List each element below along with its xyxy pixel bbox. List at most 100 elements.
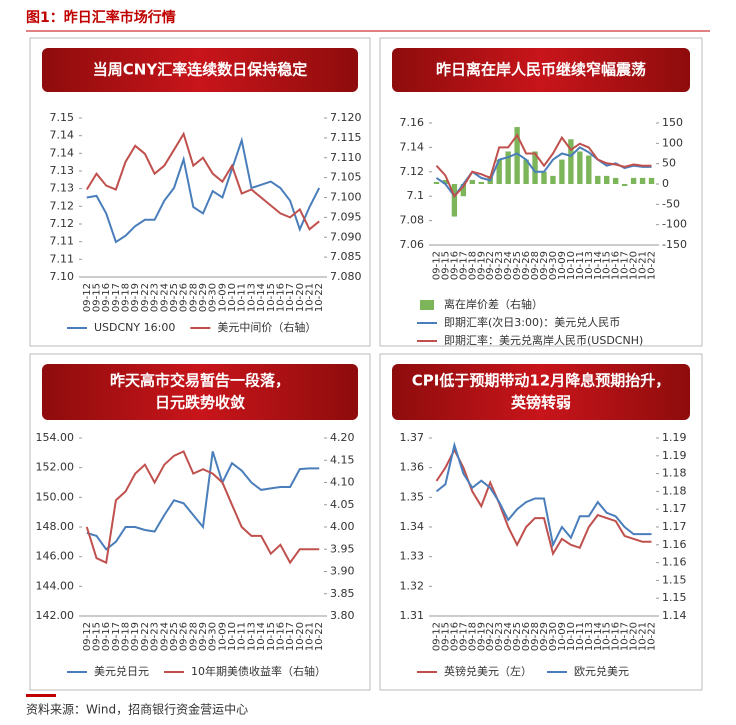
- x-tick-label: 10-13: [246, 622, 257, 651]
- x-tick-label: 10-10: [566, 251, 577, 280]
- legend-label: 即期汇率(次日3:00)：美元兑人民币: [444, 315, 620, 329]
- line: [435, 447, 652, 557]
- bar: [648, 177, 655, 184]
- x-tick-label: 09-22: [140, 622, 151, 651]
- x-tick-label: 09-25: [169, 283, 180, 312]
- x-tick-label: 09-22: [140, 283, 151, 312]
- bar: [550, 175, 556, 184]
- line: [85, 131, 320, 231]
- x-tick-label: 10-17: [620, 622, 631, 651]
- legend-label: 离在岸价差（右轴）: [444, 297, 543, 311]
- x-tick-label: 10-11: [575, 251, 586, 280]
- x-tick-label: 09-15: [92, 283, 103, 312]
- y2-tick-label: 7.085: [330, 250, 362, 263]
- x-tick-label: 10-17: [285, 622, 296, 651]
- y2-tick-label: 1.19: [662, 449, 687, 462]
- bar: [630, 177, 637, 184]
- y-tick-label: 7.16: [400, 116, 425, 129]
- legend-label: 美元兑日元: [94, 664, 149, 678]
- x-tick-label: 09-28: [188, 283, 199, 312]
- x-tick-label: 10-09: [217, 283, 228, 312]
- x-tick-label: 10-09: [557, 251, 568, 280]
- y2-tick-label: 1.16: [662, 538, 687, 551]
- y2-tick-label: -100: [662, 218, 687, 231]
- y2-tick-label: 100: [662, 136, 683, 149]
- y2-tick-label: 3.80: [330, 609, 355, 622]
- x-tick-label: 10-11: [237, 622, 248, 651]
- y-tick-label: 7.12: [50, 199, 75, 212]
- bar: [460, 184, 467, 197]
- x-tick-label: 09-12: [82, 283, 93, 312]
- y2-tick-label: 1.17: [662, 520, 687, 533]
- bar: [577, 151, 583, 184]
- bar: [532, 151, 538, 184]
- x-tick-label: 10-11: [237, 283, 248, 312]
- banner: [42, 48, 358, 92]
- x-tick-label: 10-15: [602, 251, 613, 280]
- x-tick-label: 10-15: [266, 283, 277, 312]
- y2-tick-label: 4.10: [330, 476, 355, 489]
- x-tick-label: 09-25: [512, 622, 523, 651]
- x-tick-label: 09-26: [179, 283, 190, 312]
- y-tick-label: 142.00: [36, 609, 75, 622]
- x-tick-label: 09-25: [169, 622, 180, 651]
- x-tick-label: 10-10: [566, 622, 577, 651]
- x-tick-label: 10-16: [275, 622, 286, 651]
- chart-title: 当周CNY汇率连续数日保持稳定: [93, 61, 307, 79]
- line: [86, 136, 321, 244]
- x-tick-label: 09-30: [208, 622, 219, 651]
- line: [435, 133, 652, 199]
- x-tick-label: 09-18: [121, 283, 132, 312]
- bar: [478, 181, 484, 184]
- x-tick-label: 10-17: [620, 251, 631, 280]
- y-tick-label: 7.12: [50, 217, 75, 230]
- y2-tick-label: 0: [662, 177, 669, 190]
- bar: [523, 159, 529, 184]
- y-tick-label: 150.00: [36, 490, 75, 503]
- x-tick-label: 10-10: [227, 622, 238, 651]
- y2-tick-label: 7.120: [330, 111, 362, 124]
- y2-tick-label: -150: [662, 238, 687, 251]
- y2-tick-label: 1.19: [662, 431, 687, 444]
- x-tick-label: 09-23: [494, 622, 505, 651]
- x-tick-label: 09-29: [198, 283, 209, 312]
- y-tick-label: 1.37: [400, 431, 425, 444]
- y2-tick-label: 150: [662, 116, 683, 129]
- x-tick-label: 09-24: [159, 622, 170, 651]
- x-tick-label: 09-16: [101, 622, 112, 651]
- bar: [595, 175, 601, 184]
- y-tick-label: 7.14: [50, 146, 75, 159]
- x-tick-label: 09-17: [111, 283, 122, 312]
- y2-tick-label: 4.05: [330, 498, 355, 511]
- y-tick-label: 7.13: [50, 164, 75, 177]
- y-tick-label: 7.06: [400, 238, 425, 251]
- x-tick-label: 09-22: [485, 622, 496, 651]
- x-tick-label: 09-17: [458, 622, 469, 651]
- x-tick-label: 09-30: [208, 283, 219, 312]
- bar: [469, 179, 476, 184]
- x-tick-label: 09-16: [449, 622, 460, 651]
- x-tick-label: 09-24: [503, 251, 514, 280]
- y-tick-label: 1.32: [400, 579, 425, 592]
- legend-label: USDCNY 16:00: [94, 321, 175, 334]
- y-tick-label: 148.00: [36, 520, 75, 533]
- y-tick-label: 1.34: [400, 520, 425, 533]
- legend-label: 即期汇率：美元兑离岸人民币(USDCNH): [444, 333, 643, 347]
- legend-label: 美元中间价（右轴）: [217, 320, 316, 334]
- x-tick-label: 10-14: [593, 622, 604, 651]
- x-tick-label: 10-09: [217, 622, 228, 651]
- x-tick-label: 09-29: [539, 251, 550, 280]
- x-tick-label: 10-13: [584, 622, 595, 651]
- y2-tick-label: 3.95: [330, 542, 355, 555]
- x-tick-label: 09-30: [548, 251, 559, 280]
- y-tick-label: 144.00: [36, 579, 75, 592]
- x-tick-label: 09-23: [150, 622, 161, 651]
- x-tick-label: 10-20: [295, 283, 306, 312]
- x-tick-label: 09-30: [548, 622, 559, 651]
- x-tick-label: 10-17: [285, 283, 296, 312]
- x-tick-label: 09-23: [494, 251, 505, 280]
- y2-tick-label: 1.15: [662, 591, 687, 604]
- bar: [541, 171, 547, 184]
- x-tick-label: 10-13: [584, 251, 595, 280]
